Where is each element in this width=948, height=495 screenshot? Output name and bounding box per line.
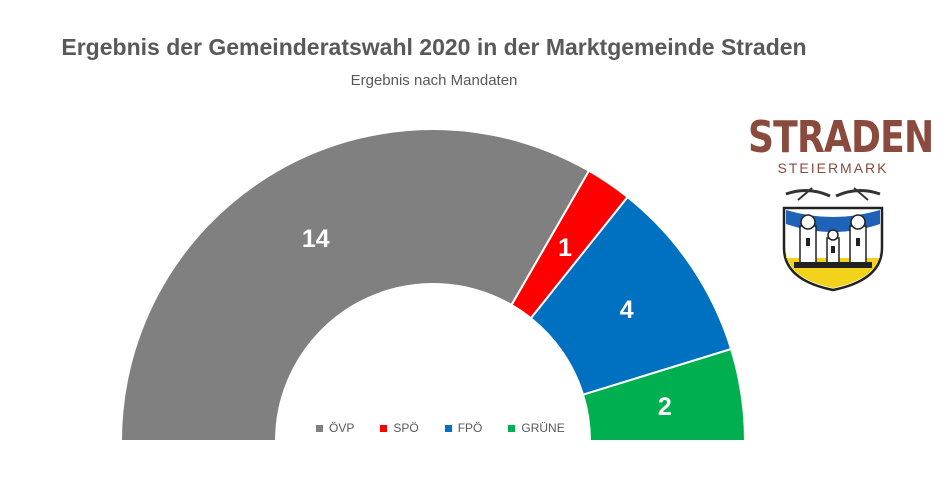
data-label-fpoe: 4	[620, 296, 634, 324]
legend-label-oevp: ÖVP	[329, 421, 355, 435]
chart-subtitle: Ergebnis nach Mandaten	[350, 72, 518, 89]
logo-subtitle: STEIERMARK	[777, 160, 889, 176]
legend-label-gruene: GRÜNE	[521, 421, 565, 435]
legend-item-gruene: GRÜNE	[508, 421, 565, 435]
logo-wordmark: STRADEN	[748, 112, 934, 163]
data-label-spoe: 1	[558, 234, 572, 262]
slice-oevp	[119, 128, 591, 442]
legend-swatch-spoe	[380, 424, 388, 432]
chart-title: Ergebnis der Gemeinderatswahl 2020 in de…	[61, 34, 807, 60]
legend-label-fpoe: FPÖ	[457, 421, 483, 435]
legend-item-oevp: ÖVP	[316, 421, 354, 435]
legend-swatch-fpoe	[444, 424, 452, 432]
legend-item-fpoe: FPÖ	[444, 421, 483, 435]
legend-swatch-oevp	[316, 424, 323, 432]
legend-label-spoe: SPÖ	[393, 421, 419, 435]
legend-item-spoe: SPÖ	[380, 421, 419, 435]
legend-swatch-gruene	[508, 424, 516, 432]
coat-of-arms-icon	[782, 187, 884, 292]
data-label-oevp: 14	[302, 225, 330, 253]
chart-legend: ÖVP SPÖ FPÖ GRÜNE	[316, 421, 565, 435]
data-label-gruene: 2	[658, 393, 672, 421]
slice-gruene	[581, 347, 747, 442]
